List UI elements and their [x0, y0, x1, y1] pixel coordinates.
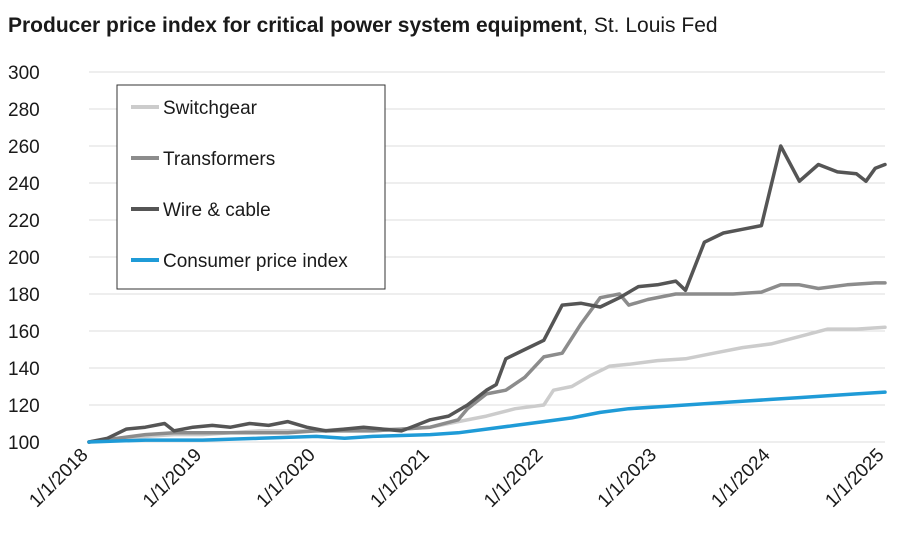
x-axis-ticks: 1/1/2018 1/1/2019 1/1/2020 1/1/2021 1/1/2022… [25, 444, 888, 511]
y-tick-label: 100 [8, 433, 40, 454]
y-tick-label: 160 [8, 322, 40, 343]
y-tick-label: 120 [8, 396, 40, 417]
y-tick-label: 220 [8, 211, 40, 232]
x-tick-label: 1/1/2018 [25, 445, 92, 512]
y-tick-label: 300 [8, 63, 40, 84]
chart-title-bold: Producer price index for critical power … [8, 14, 583, 37]
y-tick-label: 140 [8, 359, 40, 380]
legend: Switchgear Transformers Wire & cable Consum… [116, 84, 386, 290]
series-line-transformers [87, 281, 887, 444]
y-tick-label: 180 [8, 285, 40, 306]
legend-label: Switchgear [163, 98, 258, 119]
x-tick-label: 1/1/2022 [480, 445, 547, 512]
chart-title: Producer price index for critical power … [8, 14, 718, 38]
series-line-consumer-price-index [87, 390, 887, 444]
y-tick-label: 240 [8, 174, 40, 195]
x-tick-label: 1/1/2019 [139, 445, 206, 512]
x-tick-label: 1/1/2021 [367, 445, 434, 512]
y-tick-label: 200 [8, 248, 40, 269]
legend-box [116, 84, 386, 290]
y-tick-label: 280 [8, 100, 40, 121]
x-tick-label: 1/1/2023 [594, 445, 661, 512]
chart-title-source: , St. Louis Fed [582, 14, 718, 37]
series-lines [87, 144, 887, 444]
y-tick-label: 260 [8, 137, 40, 158]
series-line-wire-cable [87, 144, 887, 444]
x-tick-label: 1/1/2020 [253, 445, 320, 512]
x-tick-label: 1/1/2025 [821, 445, 888, 512]
x-tick-label: 1/1/2024 [707, 444, 774, 511]
y-axis-ticks: 100 120 140 160 180 200 220 240 260 280 300 [8, 63, 40, 454]
legend-label: Transformers [163, 149, 275, 170]
legend-label: Wire & cable [163, 200, 271, 221]
legend-label: Consumer price index [163, 251, 348, 272]
